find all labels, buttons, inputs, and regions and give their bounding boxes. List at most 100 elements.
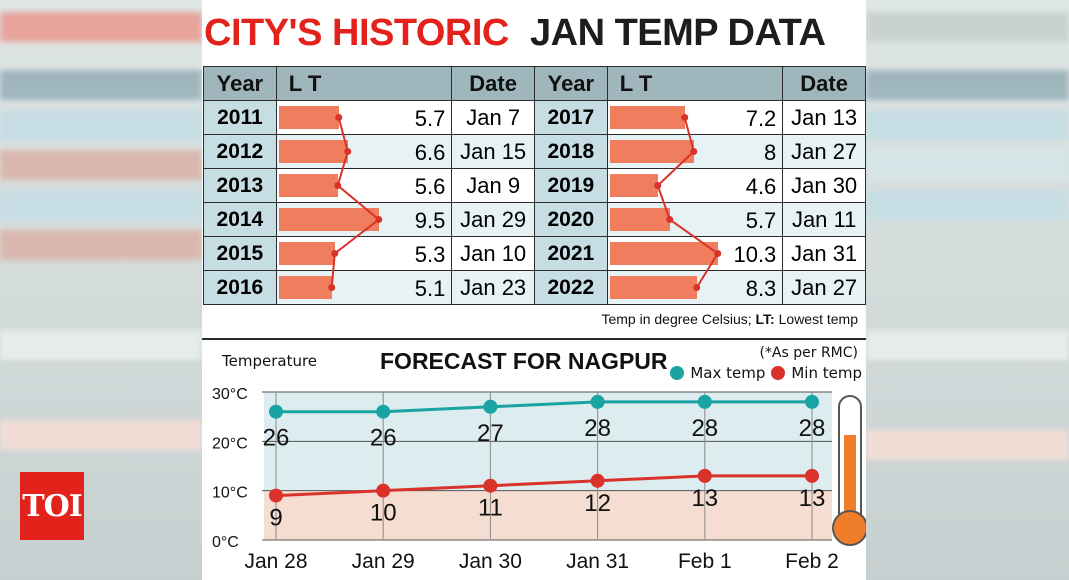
header-lt: L T: [606, 66, 784, 101]
legend-min-label: Min temp: [791, 364, 862, 382]
header-year: Year: [203, 66, 277, 101]
section-divider: [202, 338, 866, 340]
max-temp-label: 26: [370, 425, 397, 452]
year-cell: 2017: [533, 100, 608, 135]
lt-value: 5.7: [414, 106, 446, 131]
year-cell: 2012: [203, 134, 277, 169]
lt-cell: 5.6: [275, 168, 453, 203]
lt-bar: [278, 242, 335, 265]
min-band: [264, 490, 832, 540]
header-date: Date: [451, 66, 535, 101]
min-temp-label: 11: [478, 495, 503, 522]
max-temp-point: [483, 399, 498, 414]
footnote-bold: LT:: [755, 311, 775, 327]
lt-cell: 9.5: [275, 202, 453, 237]
lt-cell: 5.1: [275, 270, 453, 305]
x-tick-label: Jan 28: [244, 550, 307, 573]
chart-legend: Max temp Min temp: [670, 364, 862, 382]
lt-cell: 8.3: [606, 270, 784, 305]
lt-cell: 4.6: [606, 168, 784, 203]
max-temp-point: [805, 394, 819, 409]
max-dot-icon: [670, 366, 685, 380]
max-temp-label: 28: [799, 415, 826, 442]
year-cell: 2011: [203, 100, 277, 135]
lt-bar: [278, 140, 348, 163]
max-temp-line: [276, 400, 812, 414]
lt-value: 5.7: [745, 208, 777, 233]
forecast-chart: 30°C 20°C 10°C 0°C Jan 28 Jan 29 Jan 30 Jan 31 F…: [212, 386, 866, 573]
y-tick-label: 30°C: [212, 386, 248, 403]
infographic-card: CITY'S HISTORIC JAN TEMP DATA Year L T D…: [202, 0, 866, 580]
x-tick-label: Feb 2: [785, 550, 839, 573]
year-cell: 2016: [203, 270, 277, 305]
lt-bar: [609, 140, 694, 163]
min-temp-point: [697, 468, 712, 483]
lt-bar: [278, 276, 332, 299]
header-year: Year: [533, 66, 608, 101]
year-cell: 2015: [203, 236, 277, 271]
table-row: 2016 5.1 Jan 23 2022 8.3 Jan 27: [203, 270, 866, 305]
lt-value: 9.5: [414, 208, 446, 233]
page-title: CITY'S HISTORIC JAN TEMP DATA: [202, 6, 866, 62]
max-temp-point: [697, 394, 712, 409]
min-temp-label: 10: [370, 500, 397, 527]
date-cell: Jan 31: [782, 236, 866, 271]
x-tick-label: Jan 30: [459, 550, 522, 573]
max-temp-label: 27: [477, 420, 504, 447]
lt-bar: [278, 174, 338, 197]
min-temp-label: 12: [584, 490, 611, 517]
thermometer-mercury: [844, 435, 856, 530]
table-row: 2014 9.5 Jan 29 2020 5.7 Jan 11: [203, 202, 866, 237]
max-temp-label: 28: [584, 415, 611, 442]
max-temp-point: [590, 394, 605, 409]
date-cell: Jan 27: [782, 270, 866, 305]
lt-cell: 8: [606, 134, 784, 169]
year-cell: 2022: [533, 270, 608, 305]
year-cell: 2021: [533, 236, 608, 271]
thermometer-bulb: [832, 510, 866, 546]
max-temp-point: [269, 404, 283, 419]
date-cell: Jan 13: [782, 100, 866, 135]
y-tick-label: 10°C: [212, 485, 248, 502]
table-header-row: Year L T Date Year L T Date: [203, 66, 866, 101]
lt-cell: 10.3: [606, 236, 784, 271]
lt-cell: 7.2: [606, 100, 784, 135]
y-axis-label: Temperature: [222, 352, 318, 370]
date-cell: Jan 30: [782, 168, 866, 203]
year-cell: 2018: [533, 134, 608, 169]
footnote-prefix: Temp in degree Celsius;: [601, 311, 756, 327]
x-tick-label: Feb 1: [678, 550, 732, 573]
lt-value: 10.3: [733, 242, 777, 267]
lt-bar: [609, 242, 718, 265]
date-cell: Jan 27: [782, 134, 866, 169]
date-cell: Jan 15: [451, 134, 535, 169]
max-temp-label: 28: [691, 415, 718, 442]
min-temp-point: [483, 478, 498, 493]
table-row: 2012 6.6 Jan 15 2018 8 Jan 27: [203, 134, 866, 169]
x-tick-label: Jan 31: [566, 550, 629, 573]
min-temp-point: [269, 488, 283, 503]
lt-bar: [609, 106, 685, 129]
lt-bar: [609, 174, 658, 197]
lt-cell: 5.7: [275, 100, 453, 135]
date-cell: Jan 23: [451, 270, 535, 305]
y-tick-label: 0°C: [212, 534, 239, 551]
lt-bar: [609, 276, 697, 299]
year-cell: 2019: [533, 168, 608, 203]
historic-temp-table: Year L T Date Year L T Date 2011 5.7 Jan 7…: [203, 66, 866, 305]
legend-max-label: Max temp: [690, 364, 766, 382]
lt-value: 6.6: [414, 140, 446, 165]
min-temp-label: 13: [799, 485, 826, 512]
lt-value: 4.6: [745, 174, 777, 199]
date-cell: Jan 29: [451, 202, 535, 237]
lt-value: 8.3: [745, 276, 777, 301]
lt-value: 5.1: [414, 276, 446, 301]
table-footnote: Temp in degree Celsius; LT: Lowest temp: [601, 311, 858, 327]
lt-cell: 6.6: [275, 134, 453, 169]
title-part-red: CITY'S HISTORIC: [204, 12, 509, 54]
year-cell: 2013: [203, 168, 277, 203]
lt-value: 5.3: [414, 242, 446, 267]
lt-value: 5.6: [414, 174, 446, 199]
x-tick-label: Jan 29: [352, 550, 415, 573]
table-row: 2015 5.3 Jan 10 2021 10.3 Jan 31: [203, 236, 866, 271]
